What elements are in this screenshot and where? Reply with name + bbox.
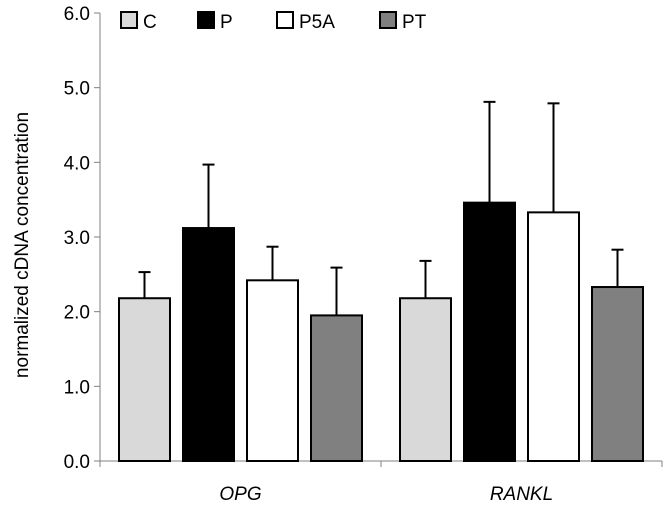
y-axis-label: normalized cDNA concentration — [12, 112, 33, 378]
bar-pt-opg — [310, 314, 363, 462]
bars — [118, 100, 644, 463]
bar-p-opg — [182, 227, 235, 462]
category-label: OPG — [219, 484, 261, 505]
legend-swatch-c — [120, 11, 138, 29]
y-tick-label: 4.0 — [64, 153, 90, 174]
y-tick-label: 3.0 — [64, 228, 90, 249]
y-tick-label: 1.0 — [64, 377, 90, 398]
y-tick-label: 0.0 — [64, 452, 90, 473]
bar-c-rankl — [399, 297, 452, 462]
legend: C P P5A PT — [120, 11, 427, 33]
legend-swatch-pt — [379, 11, 397, 29]
legend-label: C — [143, 12, 157, 33]
category-label: RANKL — [490, 484, 553, 505]
bar-p5a-rankl — [527, 211, 580, 462]
bar-c-opg — [118, 297, 171, 462]
legend-label: P5A — [299, 12, 335, 33]
bar-p5a-opg — [246, 279, 299, 462]
y-tick-label: 6.0 — [64, 4, 90, 25]
axes: 0.0 1.0 2.0 3.0 4.0 5.0 6.0 OPG RANKL — [64, 4, 663, 505]
legend-swatch-p5a — [276, 11, 294, 29]
legend-label: P — [220, 12, 233, 33]
legend-swatch-p — [197, 11, 215, 29]
legend-label: PT — [402, 12, 427, 33]
bar-pt-rankl — [591, 286, 644, 462]
y-tick-label: 2.0 — [64, 303, 90, 324]
y-tick-label: 5.0 — [64, 79, 90, 100]
bar-p-rankl — [463, 201, 516, 463]
